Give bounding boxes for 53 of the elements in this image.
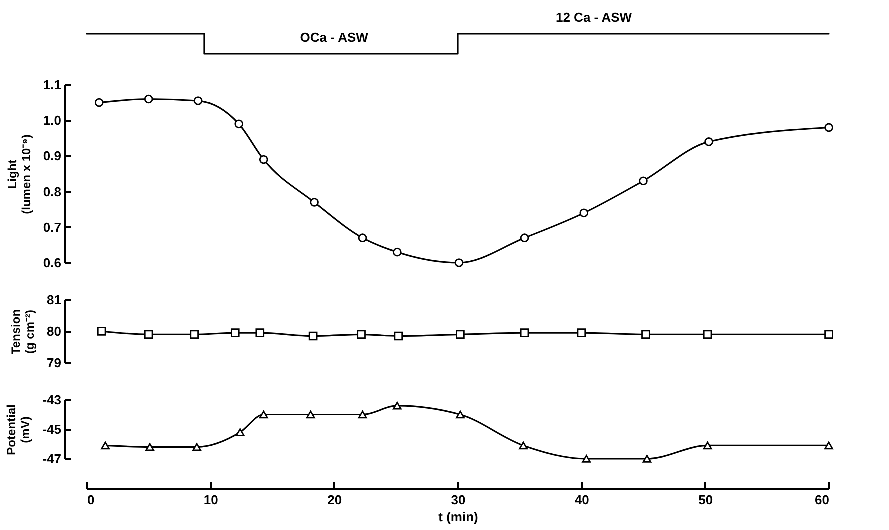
point xyxy=(192,443,202,452)
point xyxy=(642,455,652,463)
y-axis-title: Potential (mV) xyxy=(4,404,33,456)
y-axis-title: Tension (g cm⁻²) xyxy=(9,309,38,355)
annotation: OCa - ASW xyxy=(300,30,370,45)
y-axis-title: Light (lumen x 10⁻⁹) xyxy=(5,134,34,214)
y-tick-label: -47 xyxy=(42,452,62,466)
point xyxy=(236,428,245,436)
point xyxy=(582,455,592,463)
point xyxy=(259,155,268,164)
point xyxy=(101,442,110,450)
y-tick-label: 80 xyxy=(47,324,62,339)
y-tick-label: 0.9 xyxy=(43,148,62,164)
point xyxy=(824,123,834,132)
point xyxy=(703,442,712,450)
x-tick-label: 10 xyxy=(204,492,218,508)
x-tick-label: 20 xyxy=(328,492,342,508)
point xyxy=(306,410,316,419)
point xyxy=(454,258,464,268)
point xyxy=(358,410,368,419)
point xyxy=(704,138,714,146)
point xyxy=(519,442,528,450)
point xyxy=(520,234,530,242)
y-tick-label: 1.1 xyxy=(43,78,62,92)
x-tick-label: 50 xyxy=(698,492,714,508)
point xyxy=(358,234,368,242)
y-tick-label: 0.6 xyxy=(43,256,62,270)
point xyxy=(392,402,402,410)
y-tick-label: 0.7 xyxy=(43,220,62,235)
x-tick-label: 40 xyxy=(574,492,590,508)
y-tick-label: 81 xyxy=(47,292,62,308)
x-tick-label: 60 xyxy=(815,492,830,508)
point xyxy=(144,94,154,104)
point xyxy=(392,248,402,257)
point xyxy=(194,96,203,106)
point xyxy=(94,98,104,108)
y-tick-label: -45 xyxy=(42,422,62,437)
point xyxy=(310,198,319,207)
annotation: 12 Ca - ASW xyxy=(556,10,633,25)
point xyxy=(259,410,268,419)
point xyxy=(234,120,244,129)
x-tick-label: 30 xyxy=(451,492,466,508)
point xyxy=(580,208,589,218)
point xyxy=(456,410,465,419)
point xyxy=(639,176,648,186)
point xyxy=(824,442,834,450)
y-tick-label: -43 xyxy=(42,392,62,408)
y-tick-label: 0.8 xyxy=(43,184,62,200)
point xyxy=(146,443,154,452)
y-tick-label: 1.0 xyxy=(43,113,62,128)
x-axis-title: t (min) xyxy=(438,510,478,524)
y-tick-label: 79 xyxy=(47,356,62,370)
x-tick-label: 0 xyxy=(88,492,95,508)
